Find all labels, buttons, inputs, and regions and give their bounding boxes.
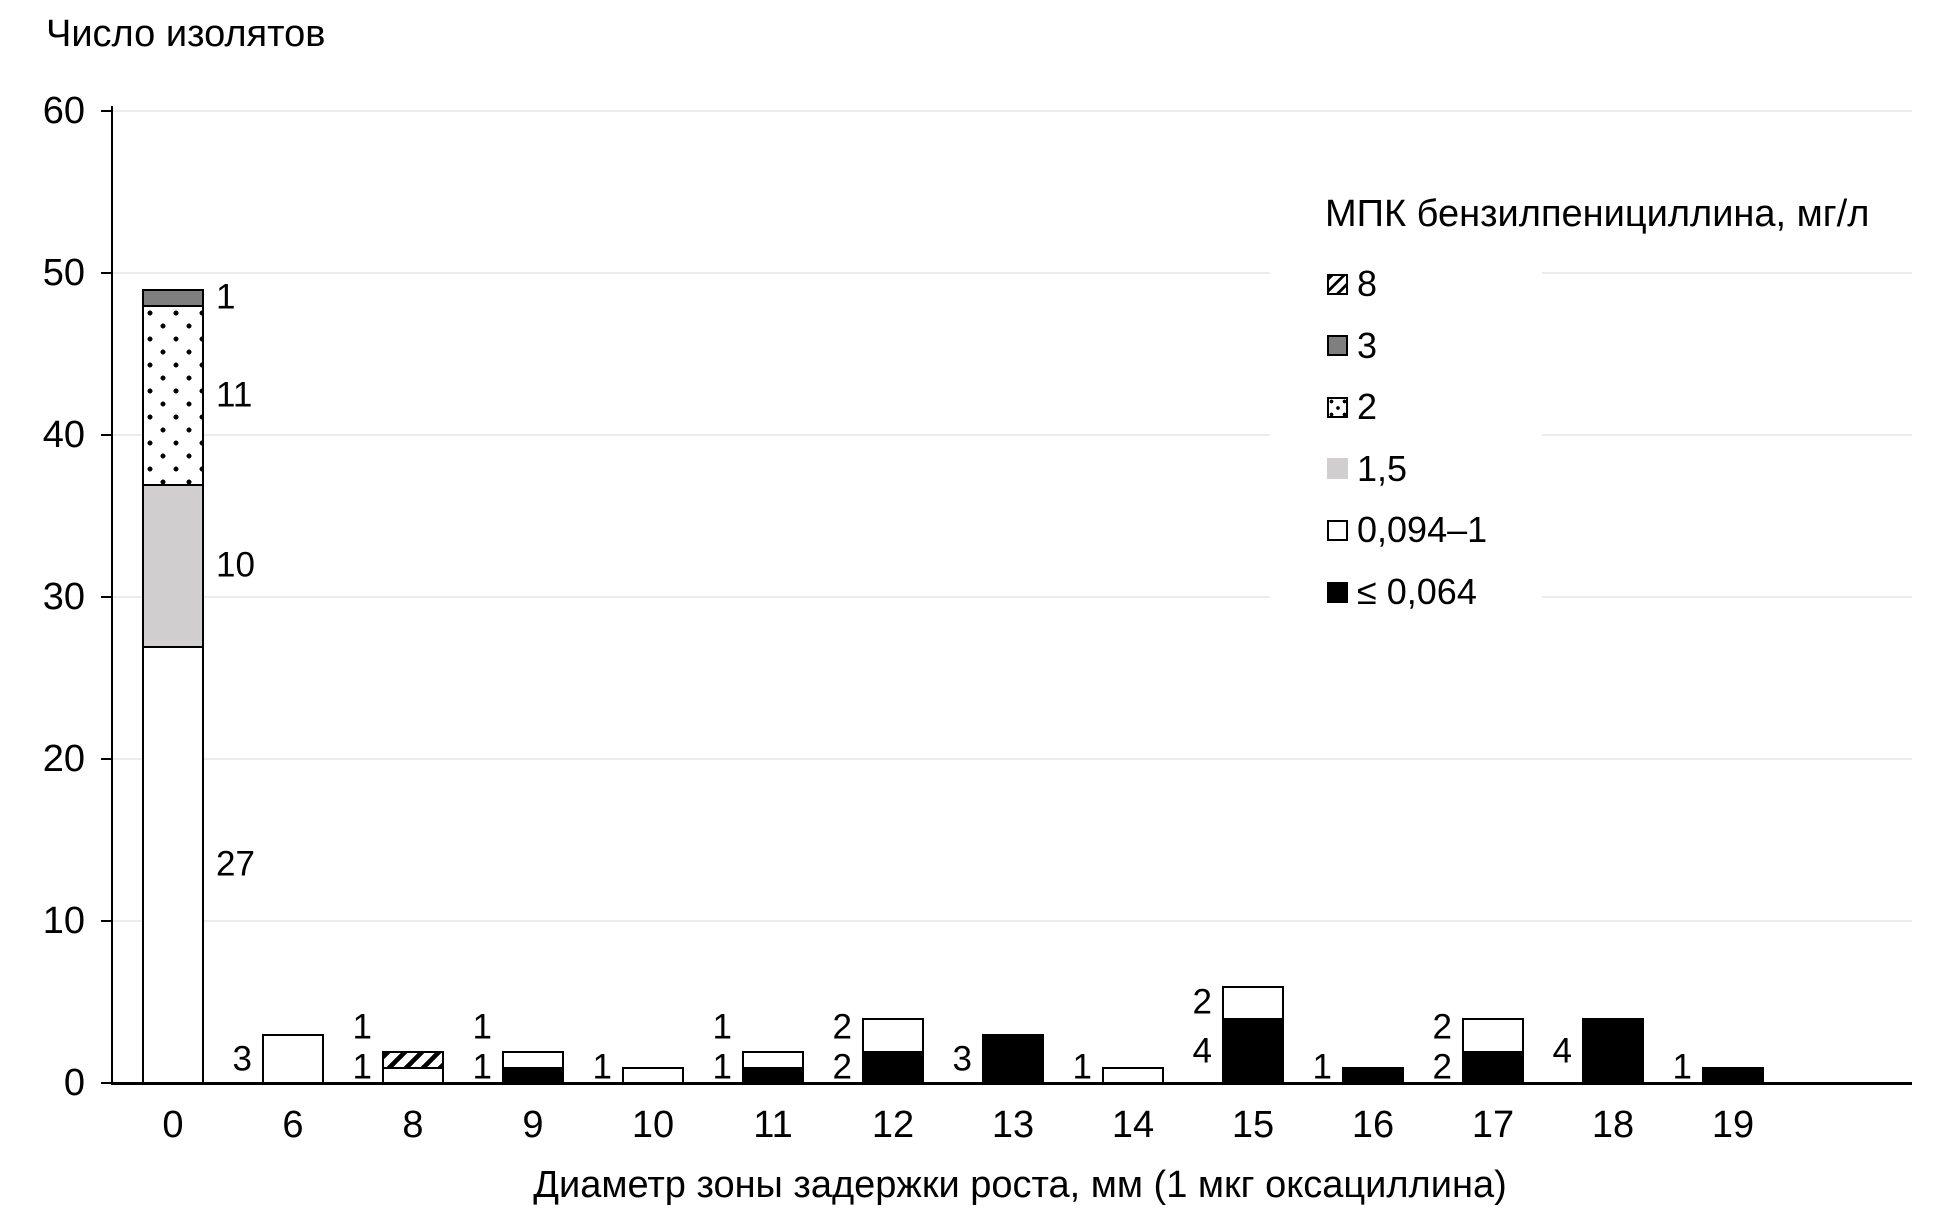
legend-item-mic-2: 2 xyxy=(1327,389,1377,425)
bar-value-label: 1 xyxy=(352,1007,372,1047)
bar-value-label: 1 xyxy=(472,1047,492,1087)
y-axis-tick-0 xyxy=(101,1082,113,1084)
bar-value-label: 2 xyxy=(832,1007,852,1047)
bar-value-label: 10 xyxy=(216,545,255,585)
legend-item-mic-3: 3 xyxy=(1327,324,1378,366)
bar-segment-mic-0-094-1-d12 xyxy=(862,1018,924,1053)
bar-value-label: 3 xyxy=(232,1039,252,1079)
bar-segment-mic-0-094-1-d9 xyxy=(502,1050,564,1069)
legend-item-mic-8: 8 xyxy=(1327,266,1377,302)
bar-segment-mic-0-094-1-d0 xyxy=(142,645,204,1085)
bar-segment-mic-3-d0 xyxy=(142,289,204,308)
x-axis-category-label-13: 13 xyxy=(991,1104,1035,1146)
legend: МПК бензилпенициллина, мг/л 8 3 2 1,5 0,094–… xyxy=(1270,150,1869,620)
bar-value-label: 2 xyxy=(1432,1007,1452,1047)
y-axis-tick-label-60: 60 xyxy=(42,90,85,132)
legend-item-mic-1-5: 1,5 xyxy=(1327,447,1408,489)
x-axis-title: Диаметр зоны задержки роста, мм (1 мкг о… xyxy=(533,1164,1507,1206)
y-axis-tick-50 xyxy=(101,272,113,274)
bar-value-label: 27 xyxy=(216,844,255,884)
y-axis-tick-label-50: 50 xyxy=(42,252,85,294)
bar-value-label: 2 xyxy=(1432,1047,1452,1087)
bar-value-label: 4 xyxy=(1552,1031,1572,1071)
gridline-30 xyxy=(113,596,1912,598)
gridline-40 xyxy=(113,434,1912,436)
x-axis-category-label-8: 8 xyxy=(402,1104,424,1146)
bar-value-label: 3 xyxy=(952,1039,972,1079)
y-axis-tick-10 xyxy=(101,920,113,922)
bar-segment-mic-0-064-d12 xyxy=(862,1050,924,1085)
bar-value-label: 1 xyxy=(1312,1047,1332,1087)
bar-segment-mic-1-5-d0 xyxy=(142,483,204,648)
bar-value-label: 11 xyxy=(216,375,253,414)
legend-item-label: 0,094–1 xyxy=(1357,509,1488,551)
bar-segment-mic-0-094-1-d6 xyxy=(262,1034,324,1085)
bar-segment-mic-2-d0 xyxy=(142,305,204,486)
legend-item-mic-0-064: ≤ 0,064 xyxy=(1327,574,1477,610)
x-axis-category-label-9: 9 xyxy=(522,1104,544,1146)
gridline-20 xyxy=(113,758,1912,760)
bar-value-label: 1 xyxy=(1672,1047,1692,1087)
legend-swatch-1-5 xyxy=(1327,458,1348,480)
y-axis-tick-label-30: 30 xyxy=(42,576,85,618)
bar-value-label: 1 xyxy=(216,277,236,317)
legend-swatch-0-094-1 xyxy=(1327,519,1348,541)
gridline-10 xyxy=(113,920,1912,922)
y-axis-tick-label-0: 0 xyxy=(63,1062,85,1104)
y-axis-tick-label-20: 20 xyxy=(42,738,85,780)
x-axis-category-label-17: 17 xyxy=(1471,1104,1515,1146)
y-axis-tick-label-10: 10 xyxy=(42,900,85,942)
y-axis-tick-40 xyxy=(101,434,113,436)
x-axis-category-label-12: 12 xyxy=(871,1104,915,1146)
legend-swatch-2 xyxy=(1327,396,1348,418)
y-axis-tick-60 xyxy=(101,110,113,112)
y-axis-tick-20 xyxy=(101,758,113,760)
gridline-50 xyxy=(113,272,1912,274)
legend-swatch-0-064 xyxy=(1327,581,1348,603)
legend-title: МПК бензилпенициллина, мг/л xyxy=(1325,193,1870,235)
gridline-60 xyxy=(113,110,1912,112)
x-axis-category-label-15: 15 xyxy=(1231,1104,1275,1146)
legend-item-label: 3 xyxy=(1357,324,1378,366)
x-axis-category-label-18: 18 xyxy=(1591,1104,1635,1146)
legend-item-label: 2 xyxy=(1357,386,1378,428)
bar-value-label: 1 xyxy=(712,1007,732,1047)
bar-segment-mic-0-064-d13 xyxy=(982,1034,1044,1085)
x-axis-category-label-14: 14 xyxy=(1111,1104,1155,1146)
legend-swatch-8 xyxy=(1327,273,1348,295)
legend-swatch-3 xyxy=(1327,335,1348,357)
bar-value-label: 1 xyxy=(1072,1047,1092,1087)
bar-value-label: 1 xyxy=(352,1047,372,1087)
bar-value-label: 4 xyxy=(1192,1031,1212,1071)
x-axis-category-label-11: 11 xyxy=(753,1104,793,1146)
bar-value-label: 2 xyxy=(832,1047,852,1087)
x-axis-category-label-19: 19 xyxy=(1711,1104,1755,1146)
legend-item-label: ≤ 0,064 xyxy=(1357,571,1477,612)
x-axis-line xyxy=(113,1082,1912,1085)
y-axis-title: Число изолятов xyxy=(46,13,326,55)
legend-item-label: 1,5 xyxy=(1357,447,1408,489)
bar-segment-mic-0-094-1-d17 xyxy=(1462,1018,1524,1053)
x-axis-category-label-0: 0 xyxy=(162,1104,184,1146)
bar-value-label: 1 xyxy=(472,1007,492,1047)
legend-item-mic-0-094-1: 0,094–1 xyxy=(1327,512,1487,548)
bar-value-label: 2 xyxy=(1192,982,1212,1022)
y-axis-tick-30 xyxy=(101,596,113,598)
x-axis-category-label-6: 6 xyxy=(282,1104,304,1146)
y-axis-tick-label-40: 40 xyxy=(42,414,85,456)
legend-item-label: 8 xyxy=(1357,263,1378,304)
x-axis-category-label-16: 16 xyxy=(1351,1104,1395,1146)
bar-segment-mic-0-064-d15 xyxy=(1222,1018,1284,1085)
bar-segment-mic-0-064-d17 xyxy=(1462,1050,1524,1085)
bar-value-label: 1 xyxy=(592,1047,612,1087)
bar-segment-mic-0-094-1-d15 xyxy=(1222,985,1284,1021)
bar-segment-mic-8-d8 xyxy=(382,1050,444,1069)
bar-value-label: 1 xyxy=(712,1047,732,1087)
bar-segment-mic-0-094-1-d11 xyxy=(742,1050,804,1069)
y-axis-line xyxy=(111,106,113,1085)
bar-segment-mic-0-064-d18 xyxy=(1582,1018,1644,1085)
x-axis-category-label-10: 10 xyxy=(631,1104,675,1146)
